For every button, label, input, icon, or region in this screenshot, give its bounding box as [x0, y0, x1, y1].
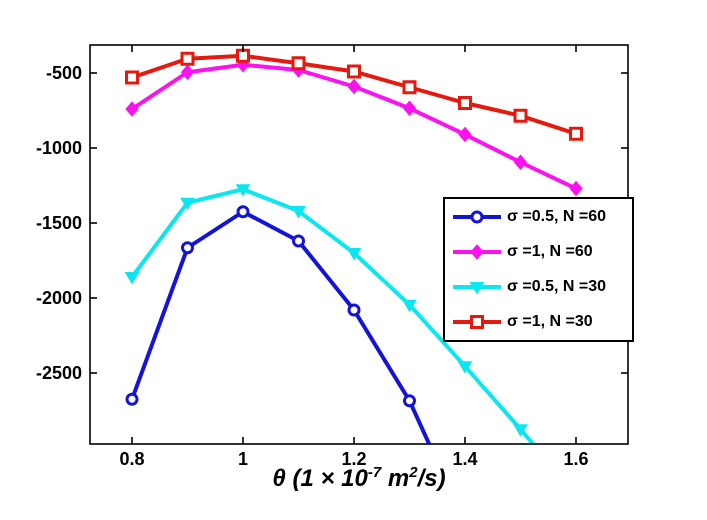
- legend-entry-sigma-05-n-30: σ =0.5, N =30: [445, 276, 632, 298]
- series-marker-sigma-05-n-30: [457, 361, 473, 374]
- x-tick-label: 1: [237, 449, 248, 469]
- legend-marker-sigma-05-n-30: [469, 282, 485, 295]
- legend-label: σ =0.5, N =60: [507, 207, 607, 225]
- series-marker-sigma-05-n-30: [180, 197, 195, 211]
- legend-swatch-sigma-1-n-60: [453, 244, 501, 260]
- legend-entry-sigma-05-n-60: σ =0.5, N =60: [445, 206, 632, 228]
- series-marker-sigma-1-n-30: [513, 108, 528, 123]
- legend-entry-sigma-1-n-30: σ =1, N =30: [445, 311, 632, 333]
- series-marker-sigma-05-n-60: [403, 394, 417, 408]
- series-marker-sigma-1-n-30: [568, 126, 583, 141]
- x-axis-label-text: θ (1 × 10: [272, 465, 368, 492]
- x-tick-label: 1.4: [452, 449, 478, 469]
- legend-label: σ =1, N =30: [507, 313, 593, 331]
- series-marker-sigma-1-n-60: [513, 154, 528, 171]
- y-tick-label: -500: [45, 63, 82, 83]
- series-marker-sigma-1-n-60: [180, 64, 195, 81]
- x-tick-label: 1.2: [341, 449, 367, 469]
- series-marker-sigma-05-n-30: [513, 424, 528, 437]
- legend-entry-sigma-1-n-60: σ =1, N =60: [445, 241, 632, 263]
- legend-marker-sigma-1-n-30: [470, 315, 484, 330]
- legend-marker-sigma-05-n-60: [470, 210, 484, 224]
- legend-label: σ =1, N =60: [507, 242, 593, 260]
- series-marker-sigma-05-n-30: [346, 248, 362, 261]
- series-marker-sigma-05-n-30: [291, 206, 306, 219]
- series-marker-sigma-05-n-30: [124, 272, 140, 285]
- y-tick-label: -2000: [35, 288, 82, 308]
- series-marker-sigma-05-n-60: [292, 234, 306, 248]
- legend-label: σ =0.5, N =30: [507, 278, 607, 296]
- legend[interactable]: σ =0.5, N =60 σ =1, N =60 σ =0.5, N =30 …: [443, 197, 634, 342]
- legend-swatch-sigma-05-n-60: [453, 210, 501, 224]
- series-marker-sigma-1-n-60: [125, 101, 139, 117]
- series-marker-sigma-1-n-60: [458, 126, 472, 143]
- legend-marker-sigma-1-n-60: [470, 244, 484, 260]
- y-tick-label: -1500: [35, 213, 82, 233]
- series-marker-sigma-1-n-60: [347, 78, 361, 95]
- x-axis-label: θ (1 × 10-7 m2/s): [179, 464, 539, 493]
- y-tick-label: -1000: [35, 138, 82, 158]
- series-marker-sigma-05-n-30: [569, 490, 582, 501]
- x-axis-label-unit: m: [381, 465, 410, 492]
- series-marker-sigma-1-n-30: [402, 80, 417, 95]
- legend-swatch-sigma-1-n-30: [453, 315, 501, 330]
- x-tick-label: 1.6: [563, 449, 589, 469]
- x-axis-label-unit-exponent: 2: [409, 464, 418, 481]
- legend-swatch-sigma-05-n-30: [453, 282, 501, 295]
- series-marker-sigma-05-n-60: [236, 205, 250, 219]
- series-marker-sigma-1-n-60: [569, 180, 583, 197]
- series-marker-sigma-05-n-30: [235, 184, 251, 197]
- series-marker-sigma-1-n-30: [347, 64, 362, 79]
- series-marker-sigma-1-n-60: [402, 100, 417, 117]
- x-axis-label-unit-end: /s): [417, 465, 446, 492]
- series-marker-sigma-1-n-30: [125, 70, 140, 85]
- y-tick-label: -2500: [35, 363, 82, 383]
- series-marker-sigma-05-n-60: [181, 241, 195, 255]
- x-tick-label: 0.8: [119, 449, 145, 469]
- series-marker-sigma-1-n-30: [180, 51, 195, 66]
- x-axis-label-exponent: -7: [367, 464, 382, 481]
- series-marker-sigma-05-n-60: [347, 303, 361, 317]
- series-marker-sigma-05-n-60: [125, 392, 139, 406]
- series-marker-sigma-1-n-30: [291, 56, 306, 71]
- series-marker-sigma-05-n-30: [402, 299, 417, 313]
- series-marker-sigma-1-n-30: [458, 96, 473, 111]
